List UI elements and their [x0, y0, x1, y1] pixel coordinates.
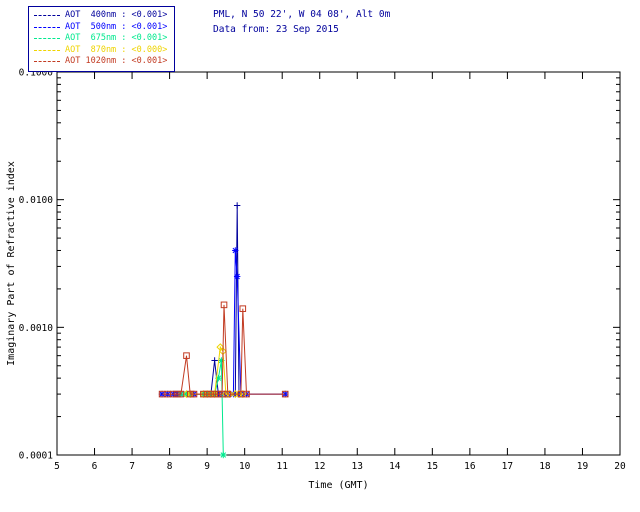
site-info-header: PML, N 50 22', W 04 08', Alt 0m Data fro…	[213, 7, 390, 37]
marker-square	[281, 390, 289, 398]
x-tick-label: 8	[167, 461, 173, 472]
x-tick-label: 15	[427, 461, 438, 472]
legend-line-sample-500nm	[34, 26, 60, 28]
marker-square	[200, 390, 207, 398]
x-tick-label: 13	[352, 461, 363, 472]
x-tick-label: 11	[276, 461, 288, 472]
marker-square	[224, 390, 232, 398]
legend-line-sample-400nm	[34, 15, 60, 17]
x-tick-label: 19	[577, 461, 589, 472]
plot-frame	[56, 71, 621, 456]
legend-item-500nm: AOT 500nm : <0.001>	[34, 22, 167, 34]
marker-square	[215, 390, 222, 398]
marker-square	[220, 301, 228, 309]
marker-square	[203, 390, 211, 398]
marker-square	[190, 390, 198, 398]
marker-asterisk	[282, 391, 288, 397]
y-tick-label: 0.0100	[19, 195, 54, 206]
marker-square	[207, 390, 215, 398]
data-date-text: Data from: 23 Sep 2015	[213, 24, 339, 35]
x-tick-label: 12	[314, 461, 325, 472]
y-tick-label: 0.1000	[19, 68, 54, 79]
legend-line-sample-675nm	[34, 38, 60, 40]
marker-asterisk	[159, 391, 165, 397]
marker-square	[186, 390, 194, 398]
marker-square	[239, 305, 247, 312]
legend-item-675nm: AOT 675nm : <0.001>	[34, 33, 167, 45]
marker-square	[211, 390, 218, 398]
series-line-aot-1020nm	[162, 304, 286, 395]
marker-square	[170, 390, 177, 398]
legend-label-400nm: AOT 400nm : <0.001>	[65, 10, 168, 20]
legend-line-sample-1020nm	[34, 61, 60, 63]
marker-asterisk	[220, 452, 227, 458]
x-tick-label: 9	[204, 461, 210, 472]
x-tick-label: 20	[614, 461, 626, 472]
legend-label-1020nm: AOT 1020nm : <0.001>	[65, 56, 168, 66]
legend-item-870nm: AOT 870nm : <0.000>	[34, 45, 167, 57]
x-tick-label: 16	[464, 461, 476, 472]
y-tick-label: 0.0001	[19, 451, 54, 462]
legend-item-1020nm: AOT 1020nm : <0.001>	[34, 56, 167, 68]
marker-square	[173, 390, 181, 398]
x-tick-label: 17	[502, 461, 513, 472]
x-axis-title: Time (GMT)	[308, 480, 368, 491]
marker-square	[243, 390, 250, 398]
x-tick-label: 7	[129, 461, 135, 472]
legend-item-400nm: AOT 400nm : <0.001>	[34, 10, 167, 22]
x-tick-label: 18	[539, 461, 551, 472]
marker-asterisk	[232, 247, 239, 254]
x-tick-label: 14	[389, 461, 401, 472]
x-tick-label: 6	[92, 461, 98, 472]
site-location-text: PML, N 50 22', W 04 08', Alt 0m	[213, 9, 391, 20]
y-tick-label: 0.0010	[19, 323, 54, 334]
marker-square	[183, 352, 190, 359]
marker-square	[177, 390, 185, 398]
legend-label-870nm: AOT 870nm : <0.000>	[65, 44, 168, 55]
y-axis-title: Imaginary Part of Refractive index	[6, 161, 17, 366]
legend-label-500nm: AOT 500nm : <0.001>	[65, 21, 168, 32]
x-tick-label: 5	[54, 461, 60, 472]
marker-asterisk	[234, 273, 240, 280]
x-tick-label: 10	[239, 461, 251, 472]
legend-box: AOT 400nm : <0.001> AOT 500nm : <0.001> …	[28, 6, 176, 72]
legend-line-sample-870nm	[34, 49, 60, 51]
legend-label-675nm: AOT 675nm : <0.001>	[65, 33, 168, 43]
